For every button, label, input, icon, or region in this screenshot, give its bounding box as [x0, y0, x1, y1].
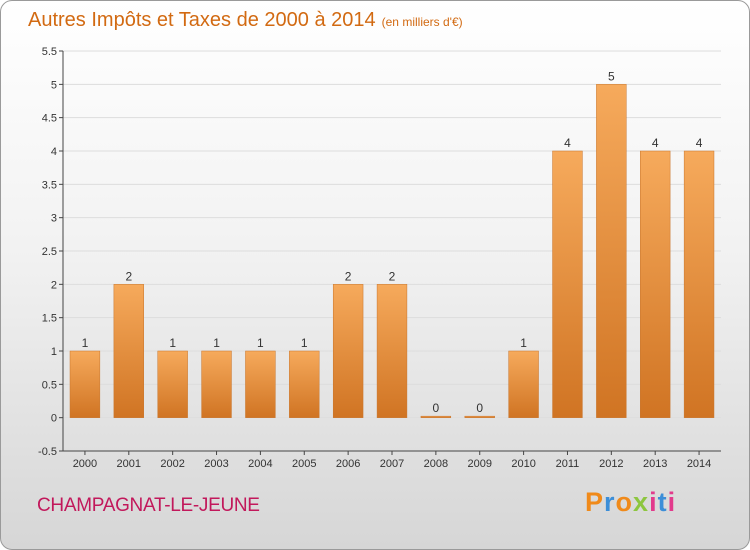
y-tick-label: 4.5	[42, 113, 57, 125]
x-tick-label: 2003	[204, 458, 228, 470]
x-tick-label: 2008	[424, 458, 448, 470]
logo-letter: o	[615, 487, 634, 517]
bar-value-label: 4	[652, 136, 659, 150]
bar	[289, 350, 320, 418]
y-tick-label: 4	[51, 146, 57, 158]
logo-letter: r	[604, 487, 616, 517]
bar-value-label: 5	[608, 69, 615, 83]
bar-value-label: 1	[82, 336, 89, 350]
bar-value-label: 4	[696, 136, 703, 150]
bar-value-label: 2	[389, 269, 396, 283]
x-tick-label: 2011	[556, 458, 580, 470]
bar-value-label: 1	[213, 336, 220, 350]
logo-letter: t	[657, 487, 668, 517]
x-tick-label: 2004	[248, 458, 272, 470]
bar	[420, 415, 452, 418]
y-tick-label: 2.5	[42, 246, 57, 258]
y-tick-label: 2	[51, 279, 57, 291]
bar-value-label: 1	[169, 336, 176, 350]
y-tick-label: 0.5	[42, 379, 57, 391]
bar	[113, 284, 144, 418]
logo-letter: i	[649, 487, 658, 517]
proxiti-logo: Proxiti	[585, 487, 676, 518]
location-name: CHAMPAGNAT-LE-JEUNE	[37, 495, 260, 516]
x-tick-label: 2009	[467, 458, 491, 470]
y-tick-label: 5.5	[42, 46, 57, 58]
x-tick-label: 2013	[643, 458, 667, 470]
bar	[552, 150, 583, 418]
chart-title-text: Autres Impôts et Taxes de 2000 à 2014	[28, 9, 376, 31]
bar-value-label: 1	[520, 336, 527, 350]
logo-letter: x	[633, 487, 650, 517]
bar-value-label: 0	[476, 401, 483, 415]
bar-value-label: 2	[125, 269, 132, 283]
bar-value-label: 1	[257, 336, 264, 350]
x-tick-label: 2006	[336, 458, 360, 470]
chart-unit: (en milliers d'€)	[381, 15, 463, 29]
y-tick-label: 1.5	[42, 313, 57, 325]
x-tick-label: 2002	[160, 458, 184, 470]
bar	[508, 350, 539, 418]
bar-value-label: 1	[301, 336, 308, 350]
logo-letter: i	[667, 487, 677, 517]
x-tick-label: 2007	[380, 458, 404, 470]
bar	[640, 150, 671, 418]
y-tick-label: 1	[51, 346, 57, 358]
x-tick-label: 2012	[599, 458, 623, 470]
bar	[683, 150, 715, 418]
chart-title: Autres Impôts et Taxes de 2000 à 2014 (en…	[28, 9, 463, 32]
bar-value-label: 0	[433, 401, 440, 415]
bar	[69, 350, 101, 418]
bar	[332, 284, 364, 418]
y-tick-label: -0.5	[38, 446, 57, 458]
bar-value-label: 4	[564, 136, 571, 150]
x-tick-label: 2005	[292, 458, 316, 470]
logo-letter: P	[585, 487, 605, 517]
bar	[245, 350, 276, 418]
y-tick-label: 3.5	[42, 179, 57, 191]
x-tick-label: 2000	[73, 458, 97, 470]
bar-value-label: 2	[345, 269, 352, 283]
bar	[464, 415, 495, 418]
y-tick-label: 5	[51, 79, 57, 91]
bar	[157, 350, 188, 418]
y-tick-label: 0	[51, 413, 57, 425]
bar	[376, 284, 408, 418]
bar	[596, 84, 627, 418]
bar	[201, 350, 232, 418]
y-tick-label: 3	[51, 213, 57, 225]
x-tick-label: 2014	[687, 458, 711, 470]
x-tick-label: 2001	[117, 458, 141, 470]
x-tick-label: 2010	[511, 458, 535, 470]
